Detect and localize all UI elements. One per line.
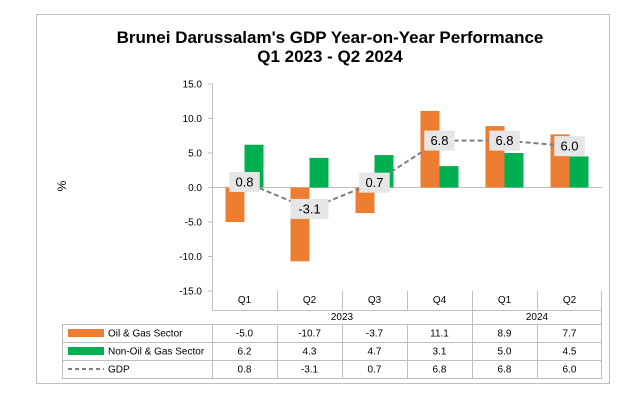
y-tick-label: 5.0: [188, 149, 202, 160]
gdp-data-label-box: [229, 171, 260, 192]
table-value: -10.7: [298, 329, 321, 340]
table-value: 11.1: [430, 329, 449, 340]
x-category-label: Q4: [433, 295, 447, 306]
year-group-label: 2023: [331, 312, 354, 323]
y-tick-label: -5.0: [185, 218, 203, 229]
x-category-label: Q1: [238, 295, 252, 306]
chart-subtitle: Q1 2023 - Q2 2024: [257, 47, 403, 66]
bar-non-oil-gas-3: [439, 166, 459, 188]
gdp-data-label-box: [290, 198, 329, 219]
chart-title: Brunei Darussalam's GDP Year-on-Year Per…: [117, 28, 544, 47]
table-value: 6.0: [563, 365, 577, 376]
gdp-data-label-box: [489, 130, 520, 151]
x-category-label: Q1: [498, 295, 512, 306]
bar-oil-gas-1: [290, 187, 310, 262]
gdp-data-label: -3.1: [298, 201, 320, 216]
legend-label: Oil & Gas Sector: [108, 329, 183, 340]
gdp-data-label-box: [359, 172, 390, 193]
gdp-data-label-box: [424, 130, 455, 151]
y-tick-label: -15.0: [179, 287, 202, 298]
table-value: 4.3: [303, 347, 317, 358]
table-value: 0.8: [238, 365, 252, 376]
table-value: 5.0: [498, 347, 512, 358]
table-value: 6.8: [433, 365, 447, 376]
x-category-label: Q3: [368, 295, 382, 306]
table-value: 7.7: [563, 329, 577, 340]
bar-non-oil-gas-1: [309, 157, 329, 188]
gdp-data-label: 6.8: [495, 133, 513, 148]
gdp-data-label-box: [554, 136, 585, 157]
legend-key-non-oil-gas: [68, 347, 104, 355]
bar-oil-gas-0: [225, 187, 245, 222]
data-table: Q1 Q2 Q3 Q4 Q1 Q2 2023 2024 Oil & Gas Sector -5.0…: [62, 291, 602, 379]
y-tick-label: -10.0: [179, 252, 202, 263]
table-value: 3.1: [433, 347, 447, 358]
bar-non-oil-gas-5: [569, 156, 589, 188]
bar-non-oil-gas-4: [504, 153, 524, 188]
y-tick-label: 10.0: [183, 114, 203, 125]
legend-label: GDP: [108, 365, 130, 376]
legend-key-oil-gas: [68, 329, 104, 337]
y-tick-label: 0.0: [188, 183, 202, 194]
y-tick-label: 15.0: [183, 80, 203, 91]
table-value: 4.5: [563, 347, 577, 358]
table-value: 4.7: [368, 347, 382, 358]
x-category-label: Q2: [303, 295, 317, 306]
x-category-label: Q2: [563, 295, 577, 306]
bar-oil-gas-2: [355, 187, 375, 214]
table-value: 8.9: [498, 329, 512, 340]
legend-label: Non-Oil & Gas Sector: [108, 347, 205, 358]
table-value: -3.1: [301, 365, 319, 376]
year-group-label: 2024: [526, 312, 549, 323]
table-value: -3.7: [366, 329, 384, 340]
gdp-data-label: 6.0: [560, 139, 578, 154]
table-value: -5.0: [236, 329, 254, 340]
y-axis-title: %: [55, 180, 69, 191]
table-value: 6.2: [238, 347, 252, 358]
gdp-data-label: 0.7: [365, 175, 383, 190]
table-value: 0.7: [368, 365, 382, 376]
plot-area: 15.0 10.0 5.0 0.0 -5.0 -10.0 -15.0 0.8 -3.1 0.7 6.…: [179, 80, 602, 298]
gdp-data-label: 0.8: [235, 174, 253, 189]
gdp-data-label: 6.8: [430, 133, 448, 148]
table-value: 6.8: [498, 365, 512, 376]
